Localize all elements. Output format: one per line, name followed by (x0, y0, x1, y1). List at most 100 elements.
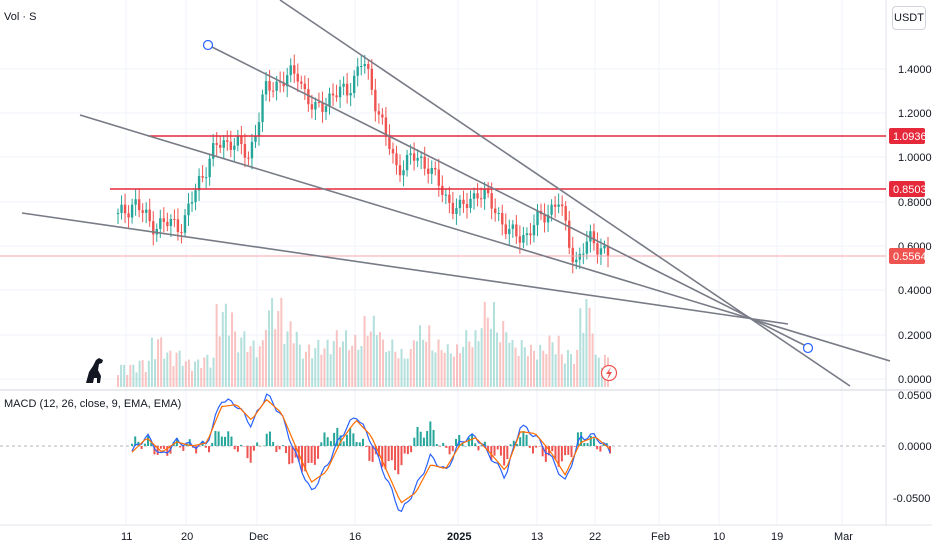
macd-histogram-bar (602, 443, 605, 446)
macd-histogram-bar (246, 446, 249, 459)
macd-histogram-bar (233, 446, 236, 450)
macd-histogram-bar (419, 431, 422, 446)
volume-bar (301, 358, 304, 387)
macd-axis[interactable]: 0.0500 0.0000 -0.0500 (893, 390, 932, 505)
macd-histogram-bar (570, 446, 573, 457)
currency-button[interactable]: USDT (892, 6, 926, 30)
volume-bar (215, 304, 218, 387)
trendline-anchor-handle[interactable] (202, 39, 214, 51)
volume-bar (452, 356, 455, 387)
candle (342, 76, 345, 96)
volume-bar (160, 337, 163, 387)
time-axis[interactable]: 11 20 Dec 16 2025 13 22 Feb 10 19 Mar (121, 531, 853, 543)
svg-text:1.0936: 1.0936 (893, 131, 927, 143)
macd-histogram-bar (493, 446, 496, 456)
volume-bar (289, 321, 292, 387)
candle (525, 227, 529, 246)
candle (402, 160, 405, 187)
macd-histogram-bar (320, 442, 323, 446)
volume-bar (514, 347, 517, 387)
candle (222, 135, 225, 159)
macd-histogram-bar (490, 446, 493, 461)
candle (289, 58, 292, 83)
macd-histogram-bar (317, 446, 320, 459)
volume-bar (409, 349, 412, 387)
macd-histogram-bar (503, 446, 506, 466)
candle (211, 134, 215, 167)
candle (416, 149, 419, 168)
trendlines[interactable] (21, 0, 891, 387)
candle (264, 71, 268, 101)
macd-histogram-bar (583, 442, 586, 446)
macd-histogram-bar (249, 446, 252, 463)
volume-bar (123, 364, 126, 387)
macd-histogram-bar (471, 434, 474, 446)
candle (120, 195, 123, 220)
macd-line (131, 393, 611, 513)
macd-histogram-bar (394, 446, 397, 471)
volume-bar (554, 354, 557, 387)
volume-bar (378, 332, 381, 387)
macd-histogram-bar (227, 431, 230, 446)
volume-bar (520, 340, 523, 387)
macd-histogram-bar (525, 434, 528, 446)
macd-histogram-bar (301, 446, 304, 472)
candle (589, 224, 592, 253)
volume-bar (477, 341, 480, 387)
candle (448, 186, 451, 214)
candle (127, 205, 130, 228)
volume-bar (308, 344, 311, 387)
volume-bar (320, 354, 323, 387)
volume-bar (231, 312, 234, 387)
trendline-anchor-handle[interactable] (802, 342, 814, 354)
macd-histogram-bar (586, 443, 589, 446)
signal-line (131, 398, 611, 504)
macd-indicator-label[interactable]: MACD (12, 26, close, 9, EMA, EMA) (4, 398, 182, 410)
macd-histogram-bar (307, 446, 310, 463)
macd-lines (131, 393, 611, 513)
candle (472, 187, 476, 210)
volume-bar (280, 297, 283, 387)
volume-bar (455, 344, 458, 387)
time-tick-label: Mar (834, 531, 853, 543)
macd-histogram-bar (345, 434, 348, 446)
macd-histogram-bar (506, 446, 509, 460)
macd-histogram-bar (381, 446, 384, 468)
candle (226, 130, 229, 151)
volume-bar (523, 347, 526, 387)
macd-histogram-bar (499, 446, 502, 456)
trendline-lower[interactable] (21, 212, 789, 325)
volume-bar (425, 341, 428, 387)
macd-histogram-bar (487, 446, 490, 451)
volume-bar (419, 325, 422, 387)
candle (349, 83, 352, 107)
volume-bar (172, 366, 175, 387)
candle (578, 247, 581, 270)
candle (543, 203, 546, 233)
volume-indicator-label[interactable]: Vol · S (4, 11, 37, 23)
volume-bar (329, 354, 332, 387)
volume-bar (582, 332, 585, 387)
volume-bar (415, 341, 418, 387)
candle (465, 192, 469, 219)
macd-histogram-bar (384, 446, 387, 470)
trendline-upper[interactable] (279, 0, 851, 387)
volume-bar (465, 330, 468, 387)
volume-bar (295, 331, 298, 387)
macd-histogram-bar (400, 446, 403, 466)
candle (515, 215, 518, 244)
candle (310, 94, 314, 119)
candle (233, 137, 236, 161)
lightning-icon[interactable] (600, 364, 618, 382)
macd-histogram-bar (596, 446, 599, 450)
price-axis[interactable]: 1.4000 1.2000 1.0000 0.8000 0.6000 0.400… (898, 64, 932, 386)
candle (497, 207, 500, 222)
macd-histogram-bar (551, 446, 554, 452)
volume-bar (366, 335, 369, 387)
volume-bar (517, 355, 520, 387)
candle (116, 208, 120, 225)
trendline-channel-top[interactable] (207, 44, 809, 348)
volume-bar (437, 339, 440, 387)
volume-bar (271, 298, 274, 387)
